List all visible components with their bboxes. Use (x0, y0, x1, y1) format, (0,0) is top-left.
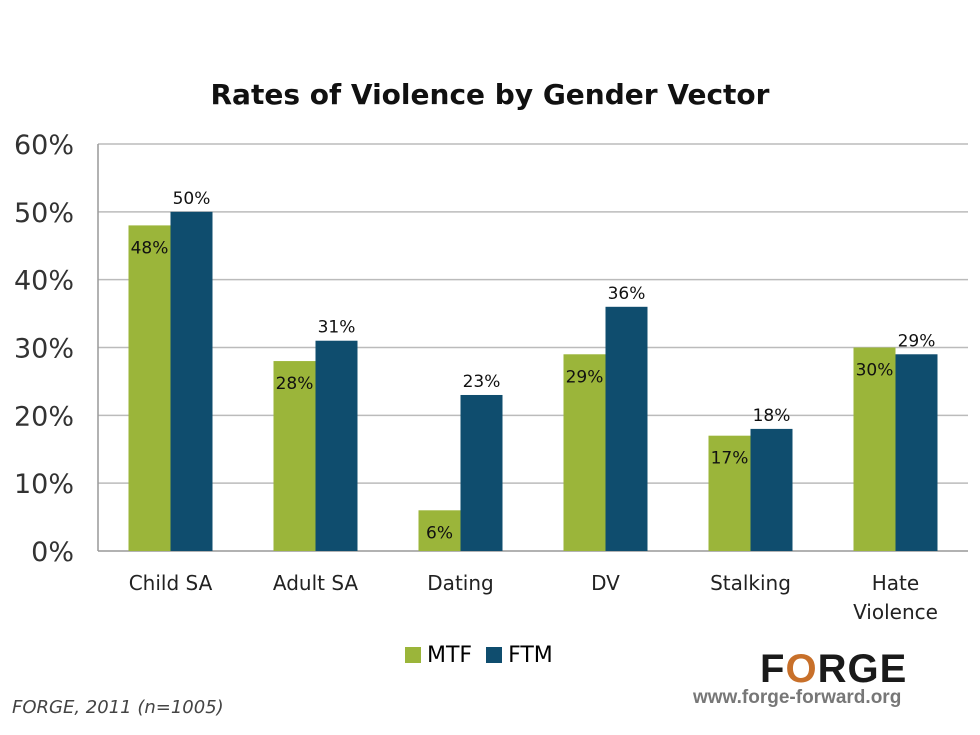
bar-ftm (895, 354, 938, 551)
y-tick-label: 10% (14, 469, 74, 500)
data-label: 28% (276, 374, 314, 394)
legend-label-ftm: FTM (508, 643, 553, 668)
data-label: 36% (608, 284, 646, 304)
x-tick-label: Hate (872, 571, 919, 595)
data-label: 50% (173, 189, 211, 209)
legend-swatch-mtf (405, 647, 421, 663)
legend: MTF FTM (405, 643, 553, 668)
x-tick-label: Adult SA (273, 571, 359, 595)
bar-mtf (708, 435, 751, 551)
bar-ftm (605, 306, 648, 551)
data-label: 18% (753, 406, 791, 426)
bar-mtf (563, 354, 606, 551)
data-label: 30% (856, 361, 894, 381)
bar-mtf (128, 225, 171, 551)
x-tick-label: Stalking (710, 571, 791, 595)
data-label: 23% (463, 372, 501, 392)
bar-ftm (315, 340, 358, 551)
bar-mtf (273, 361, 316, 551)
data-label: 6% (426, 523, 453, 543)
legend-label-mtf: MTF (427, 643, 473, 668)
data-label: 17% (711, 449, 749, 469)
bar-mtf (853, 347, 896, 551)
source-note: FORGE, 2011 (n=1005) (12, 697, 224, 718)
y-tick-label: 30% (14, 334, 74, 365)
y-tick-label: 50% (14, 198, 74, 229)
bar-ftm (460, 394, 503, 551)
y-tick-label: 40% (14, 266, 74, 297)
chart-title: Rates of Violence by Gender Vector (210, 78, 770, 111)
x-tick-label: Violence (853, 600, 938, 624)
bar-mtf (418, 510, 461, 551)
x-tick-label: Child SA (129, 571, 213, 595)
data-label: 29% (898, 331, 936, 351)
y-tick-label: 0% (31, 537, 74, 568)
data-label: 48% (131, 238, 169, 258)
bar-ftm (170, 211, 213, 552)
data-label: 31% (318, 318, 356, 338)
legend-item-ftm: FTM (486, 643, 553, 668)
data-label: 29% (566, 367, 604, 387)
x-tick-label: DV (591, 571, 620, 595)
y-tick-label: 60% (14, 130, 74, 161)
bar-ftm (750, 428, 793, 551)
forge-logo: FORGE (760, 647, 908, 691)
y-tick-label: 20% (14, 401, 74, 432)
legend-item-mtf: MTF (405, 643, 472, 668)
x-tick-label: Dating (427, 571, 493, 595)
legend-swatch-ftm (486, 647, 503, 663)
logo-url: www.forge-forward.org (693, 687, 902, 708)
